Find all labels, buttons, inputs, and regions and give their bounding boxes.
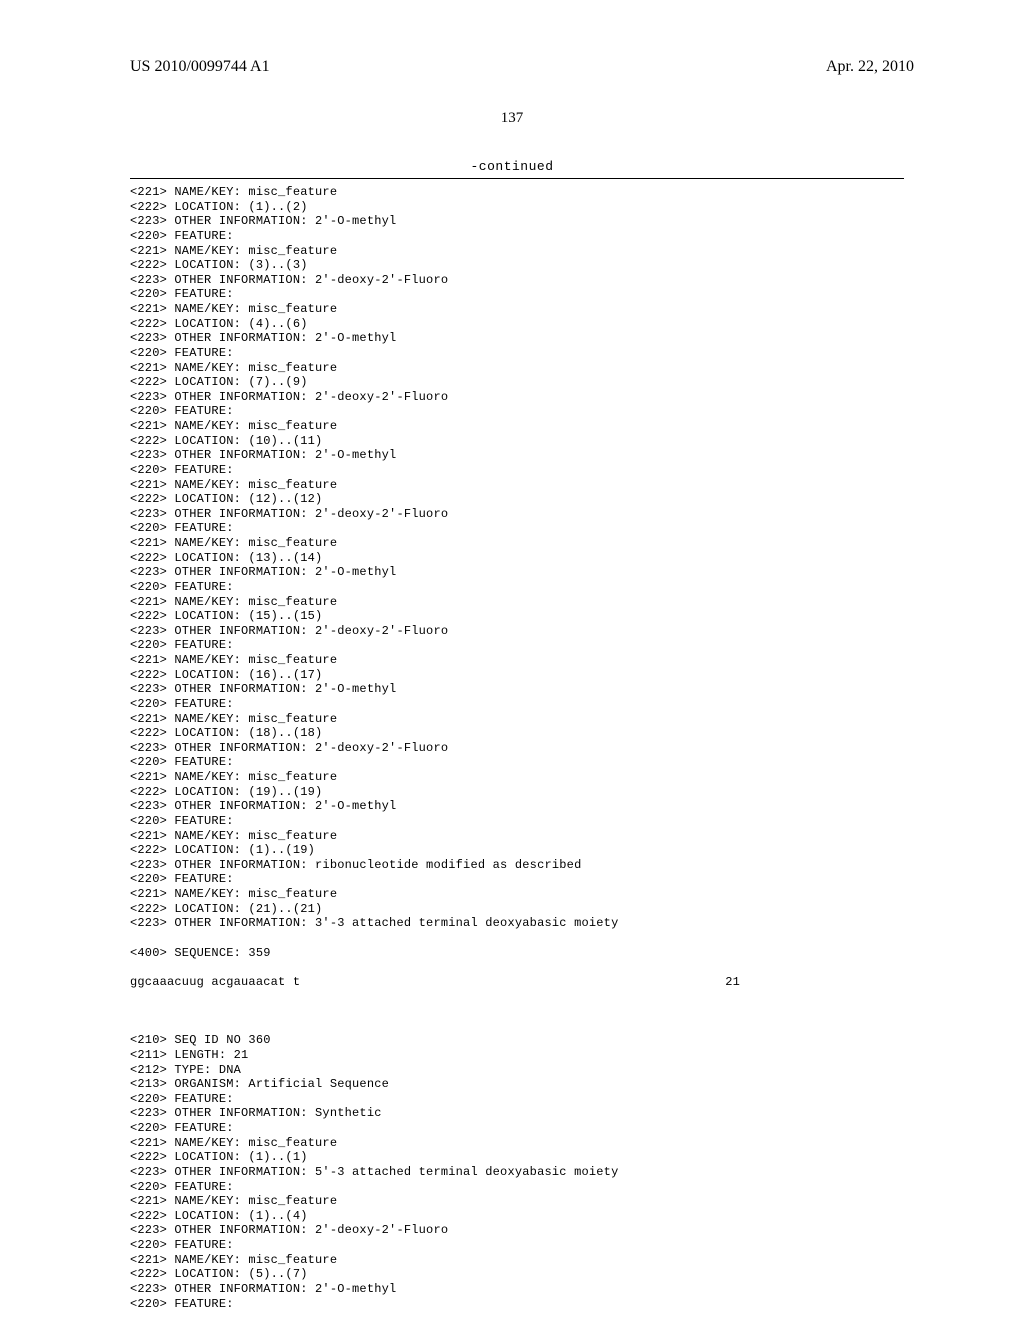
feat: <221> NAME/KEY: misc_feature	[130, 653, 337, 667]
feat: <223> OTHER INFORMATION: 2'-O-methyl	[130, 682, 396, 696]
feat: <222> LOCATION: (1)..(19)	[130, 843, 315, 857]
seq-header: <220> FEATURE:	[130, 1092, 234, 1106]
feat: <221> NAME/KEY: misc_feature	[130, 361, 337, 375]
page-header: US 2010/0099744 A1 Apr. 22, 2010	[0, 0, 1024, 76]
feat: <221> NAME/KEY: misc_feature	[130, 887, 337, 901]
seq-header: <211> LENGTH: 21	[130, 1048, 248, 1062]
feat: <221> NAME/KEY: misc_feature	[130, 1194, 337, 1208]
feat: <222> LOCATION: (4)..(6)	[130, 317, 308, 331]
feat: <221> NAME/KEY: misc_feature	[130, 244, 337, 258]
feat: <220> FEATURE:	[130, 1238, 234, 1252]
feat: <223> OTHER INFORMATION: 2'-deoxy-2'-Flu…	[130, 273, 448, 287]
feat: <223> OTHER INFORMATION: 2'-deoxy-2'-Flu…	[130, 741, 448, 755]
seq-header: <213> ORGANISM: Artificial Sequence	[130, 1077, 389, 1091]
page: US 2010/0099744 A1 Apr. 22, 2010 137 -co…	[0, 0, 1024, 1320]
feat: <221> NAME/KEY: misc_feature	[130, 419, 337, 433]
feat: <222> LOCATION: (13)..(14)	[130, 551, 322, 565]
feat: <220> FEATURE:	[130, 580, 234, 594]
feat: <221> NAME/KEY: misc_feature	[130, 1136, 337, 1150]
feat: <222> LOCATION: (1)..(2)	[130, 200, 308, 214]
continued-label: -continued	[0, 159, 1024, 174]
page-number: 137	[0, 110, 1024, 127]
feat: <220> FEATURE:	[130, 404, 234, 418]
feat: <221> NAME/KEY: misc_feature	[130, 595, 337, 609]
feat: <220> FEATURE:	[130, 638, 234, 652]
feat: <221> NAME/KEY: misc_feature	[130, 829, 337, 843]
feat: <221> NAME/KEY: misc_feature	[130, 302, 337, 316]
seq-header: <210> SEQ ID NO 360	[130, 1033, 271, 1047]
sequence: ggcaaacuug acgauaacat t	[130, 975, 300, 990]
feat: <220> FEATURE:	[130, 521, 234, 535]
sequence-listing: <221> NAME/KEY: misc_feature <222> LOCAT…	[0, 179, 1024, 1311]
feat: <223> OTHER INFORMATION: 5'-3 attached t…	[130, 1165, 618, 1179]
feat: <223> OTHER INFORMATION: 2'-deoxy-2'-Flu…	[130, 1223, 448, 1237]
feat: <222> LOCATION: (12)..(12)	[130, 492, 322, 506]
sequence-length: 21	[725, 975, 740, 990]
feat: <223> OTHER INFORMATION: ribonucleotide …	[130, 858, 581, 872]
seq-header: <223> OTHER INFORMATION: Synthetic	[130, 1106, 382, 1120]
feat: <223> OTHER INFORMATION: 2'-O-methyl	[130, 565, 396, 579]
feat: <223> OTHER INFORMATION: 2'-O-methyl	[130, 331, 396, 345]
feat: <222> LOCATION: (10)..(11)	[130, 434, 322, 448]
feat: <222> LOCATION: (3)..(3)	[130, 258, 308, 272]
feat: <223> OTHER INFORMATION: 3'-3 attached t…	[130, 916, 618, 930]
feat: <222> LOCATION: (7)..(9)	[130, 375, 308, 389]
feat: <223> OTHER INFORMATION: 2'-O-methyl	[130, 448, 396, 462]
feat: <223> OTHER INFORMATION: 2'-deoxy-2'-Flu…	[130, 507, 448, 521]
feat: <221> NAME/KEY: misc_feature	[130, 185, 337, 199]
feat: <221> NAME/KEY: misc_feature	[130, 770, 337, 784]
feat: <222> LOCATION: (21)..(21)	[130, 902, 322, 916]
publication-date: Apr. 22, 2010	[826, 58, 914, 76]
feat: <222> LOCATION: (19)..(19)	[130, 785, 322, 799]
feat: <220> FEATURE:	[130, 229, 234, 243]
feat: <222> LOCATION: (1)..(4)	[130, 1209, 308, 1223]
feat: <220> FEATURE:	[130, 1180, 234, 1194]
publication-number: US 2010/0099744 A1	[130, 58, 270, 76]
feat: <220> FEATURE:	[130, 814, 234, 828]
feat: <222> LOCATION: (5)..(7)	[130, 1267, 308, 1281]
feat: <221> NAME/KEY: misc_feature	[130, 1253, 337, 1267]
feat: <222> LOCATION: (1)..(1)	[130, 1150, 308, 1164]
feat: <221> NAME/KEY: misc_feature	[130, 478, 337, 492]
feat: <223> OTHER INFORMATION: 2'-deoxy-2'-Flu…	[130, 390, 448, 404]
feat: <220> FEATURE:	[130, 346, 234, 360]
feat: <223> OTHER INFORMATION: 2'-O-methyl	[130, 214, 396, 228]
feat: <223> OTHER INFORMATION: 2'-O-methyl	[130, 1282, 396, 1296]
feat: <223> OTHER INFORMATION: 2'-O-methyl	[130, 799, 396, 813]
sequence-tag: <400> SEQUENCE: 359	[130, 946, 271, 960]
feat: <223> OTHER INFORMATION: 2'-deoxy-2'-Flu…	[130, 624, 448, 638]
feat: <222> LOCATION: (16)..(17)	[130, 668, 322, 682]
feat: <220> FEATURE:	[130, 463, 234, 477]
sequence-line: ggcaaacuug acgauaacat t 21	[130, 975, 740, 990]
feat: <222> LOCATION: (18)..(18)	[130, 726, 322, 740]
feat: <220> FEATURE:	[130, 697, 234, 711]
feat: <220> FEATURE:	[130, 1121, 234, 1135]
feat: <221> NAME/KEY: misc_feature	[130, 536, 337, 550]
feat: <220> FEATURE:	[130, 755, 234, 769]
feat: <220> FEATURE:	[130, 1297, 234, 1311]
seq-header: <212> TYPE: DNA	[130, 1063, 241, 1077]
feat: <221> NAME/KEY: misc_feature	[130, 712, 337, 726]
feat: <220> FEATURE:	[130, 872, 234, 886]
feat: <220> FEATURE:	[130, 287, 234, 301]
feat: <222> LOCATION: (15)..(15)	[130, 609, 322, 623]
